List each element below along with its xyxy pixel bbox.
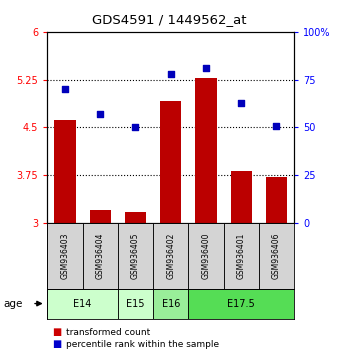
Bar xyxy=(188,223,223,289)
Text: ■: ■ xyxy=(52,327,62,337)
Text: percentile rank within the sample: percentile rank within the sample xyxy=(66,339,219,349)
Text: GSM936403: GSM936403 xyxy=(61,233,69,279)
Text: GSM936402: GSM936402 xyxy=(166,233,175,279)
Text: E17.5: E17.5 xyxy=(227,298,255,309)
Text: E14: E14 xyxy=(73,298,92,309)
Text: GSM936404: GSM936404 xyxy=(96,233,105,279)
Point xyxy=(203,65,209,71)
Bar xyxy=(188,289,294,319)
Bar xyxy=(118,223,153,289)
Bar xyxy=(160,101,181,223)
Text: GDS4591 / 1449562_at: GDS4591 / 1449562_at xyxy=(92,13,246,26)
Point xyxy=(97,111,103,117)
Bar xyxy=(266,177,287,223)
Bar xyxy=(153,289,188,319)
Bar xyxy=(82,223,118,289)
Text: GSM936405: GSM936405 xyxy=(131,233,140,279)
Text: GSM936400: GSM936400 xyxy=(201,233,211,279)
Point xyxy=(133,125,138,130)
Point xyxy=(239,100,244,105)
Point xyxy=(62,86,68,92)
Text: GSM936401: GSM936401 xyxy=(237,233,246,279)
Text: age: age xyxy=(3,298,23,309)
Bar xyxy=(90,210,111,223)
Point xyxy=(168,71,173,77)
Text: E15: E15 xyxy=(126,298,145,309)
Bar xyxy=(231,171,252,223)
Bar xyxy=(125,212,146,223)
Text: E16: E16 xyxy=(162,298,180,309)
Text: GSM936406: GSM936406 xyxy=(272,233,281,279)
Text: transformed count: transformed count xyxy=(66,327,150,337)
Bar xyxy=(153,223,188,289)
Bar xyxy=(118,289,153,319)
Text: ■: ■ xyxy=(52,339,62,349)
Bar xyxy=(259,223,294,289)
Bar xyxy=(223,223,259,289)
Point xyxy=(274,123,279,129)
Bar xyxy=(47,289,118,319)
Bar xyxy=(195,78,217,223)
Bar xyxy=(54,120,75,223)
Bar xyxy=(47,223,82,289)
